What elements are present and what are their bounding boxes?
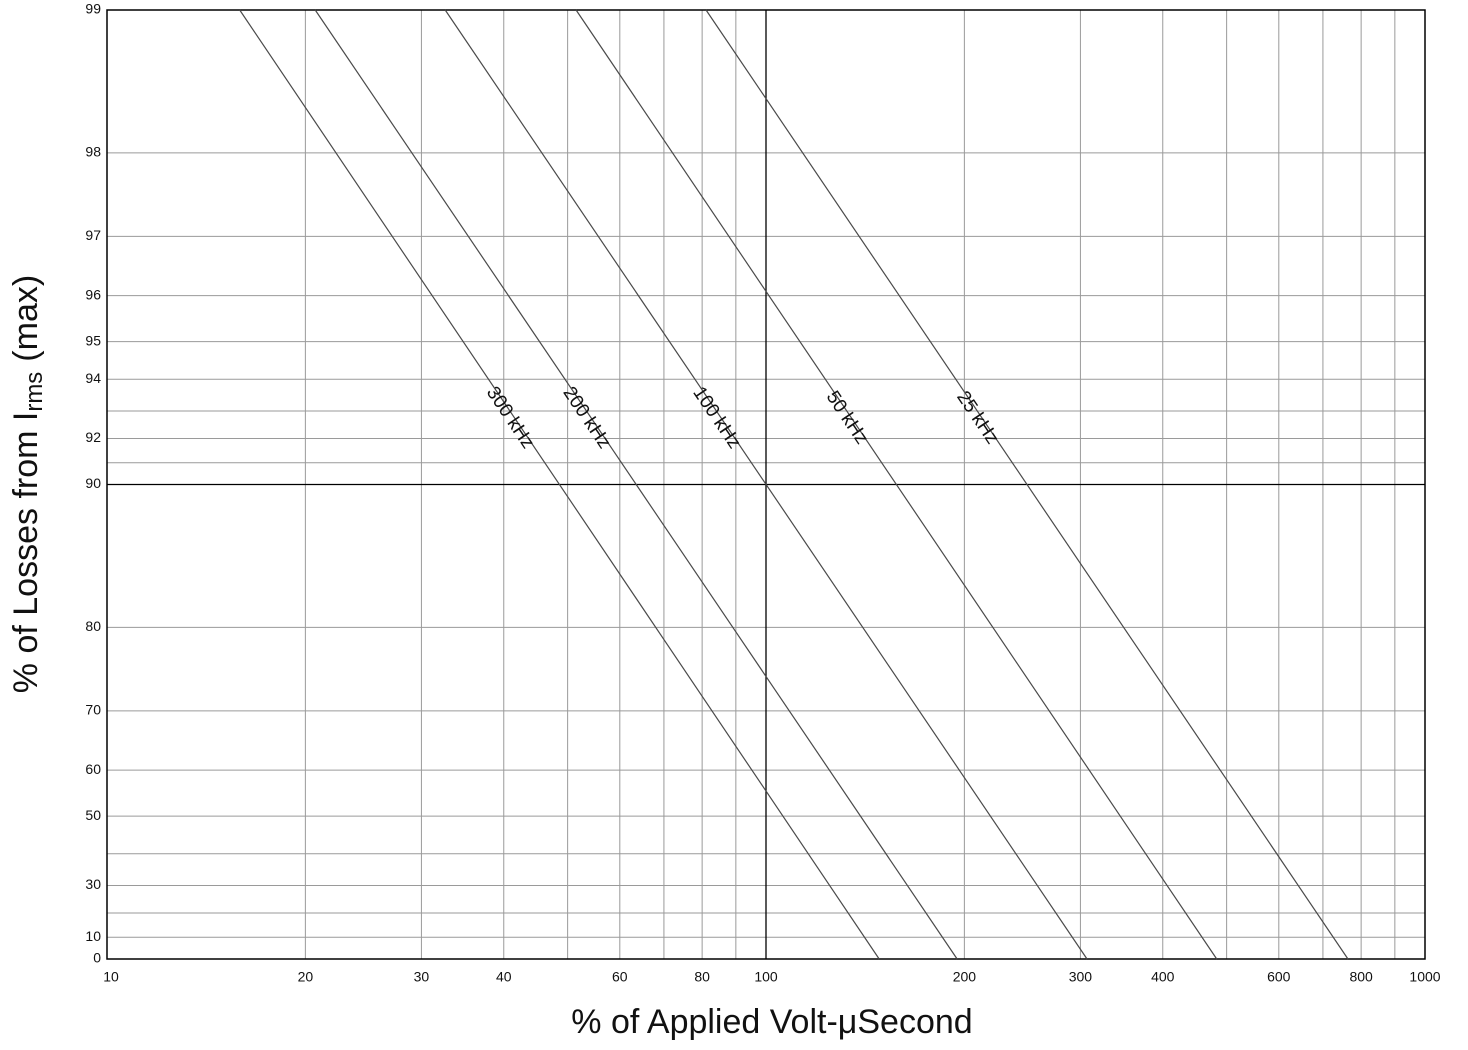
- y-tick-label: 10: [85, 928, 101, 944]
- y-axis-label-suffix: (max): [7, 275, 45, 362]
- x-tick-label: 1000: [1409, 969, 1440, 985]
- y-tick-label: 92: [85, 429, 101, 445]
- x-tick-label: 800: [1349, 969, 1373, 985]
- series-line: [314, 9, 958, 960]
- series-line: [444, 9, 1088, 960]
- y-tick-label: 98: [85, 144, 101, 160]
- y-tick-label: 95: [85, 332, 101, 348]
- y-tick-label: 60: [85, 761, 101, 777]
- x-axis-label: % of Applied Volt-μSecond: [571, 1003, 972, 1041]
- series-label: 100 kHz: [688, 383, 744, 453]
- y-tick-label: 96: [85, 286, 101, 302]
- y-tick-label: 97: [85, 227, 101, 243]
- y-tick-label: 99: [85, 1, 101, 17]
- series-label: 300 kHz: [482, 383, 538, 453]
- x-tick-label: 10: [103, 969, 119, 985]
- x-tick-label: 200: [953, 969, 977, 985]
- x-tick-label: 300: [1069, 969, 1093, 985]
- x-tick-label: 60: [612, 969, 628, 985]
- y-tick-label: 70: [85, 702, 101, 718]
- y-tick-label: 90: [85, 475, 101, 491]
- y-axis-label-main: % of Losses from I: [7, 412, 45, 694]
- x-tick-label: 40: [496, 969, 512, 985]
- series-line: [575, 9, 1218, 960]
- x-tick-label: 20: [298, 969, 314, 985]
- x-tick-label: 100: [754, 969, 778, 985]
- y-tick-label: 30: [85, 876, 101, 892]
- x-tick-label: 400: [1151, 969, 1175, 985]
- y-tick-label: 80: [85, 618, 101, 634]
- plot-frame: [106, 9, 1426, 960]
- series-line: [705, 9, 1349, 960]
- y-tick-label: 50: [85, 807, 101, 823]
- x-tick-label: 80: [694, 969, 710, 985]
- y-axis-label-sub: rms: [21, 372, 48, 412]
- x-tick-label: 600: [1267, 969, 1291, 985]
- series-label: 200 kHz: [558, 383, 614, 453]
- series-line: [239, 9, 880, 960]
- y-tick-label: 0: [93, 950, 101, 966]
- x-tick-label: 30: [414, 969, 430, 985]
- y-axis-label: % of Losses from Irms (max): [7, 275, 48, 693]
- y-tick-label: 94: [85, 370, 101, 386]
